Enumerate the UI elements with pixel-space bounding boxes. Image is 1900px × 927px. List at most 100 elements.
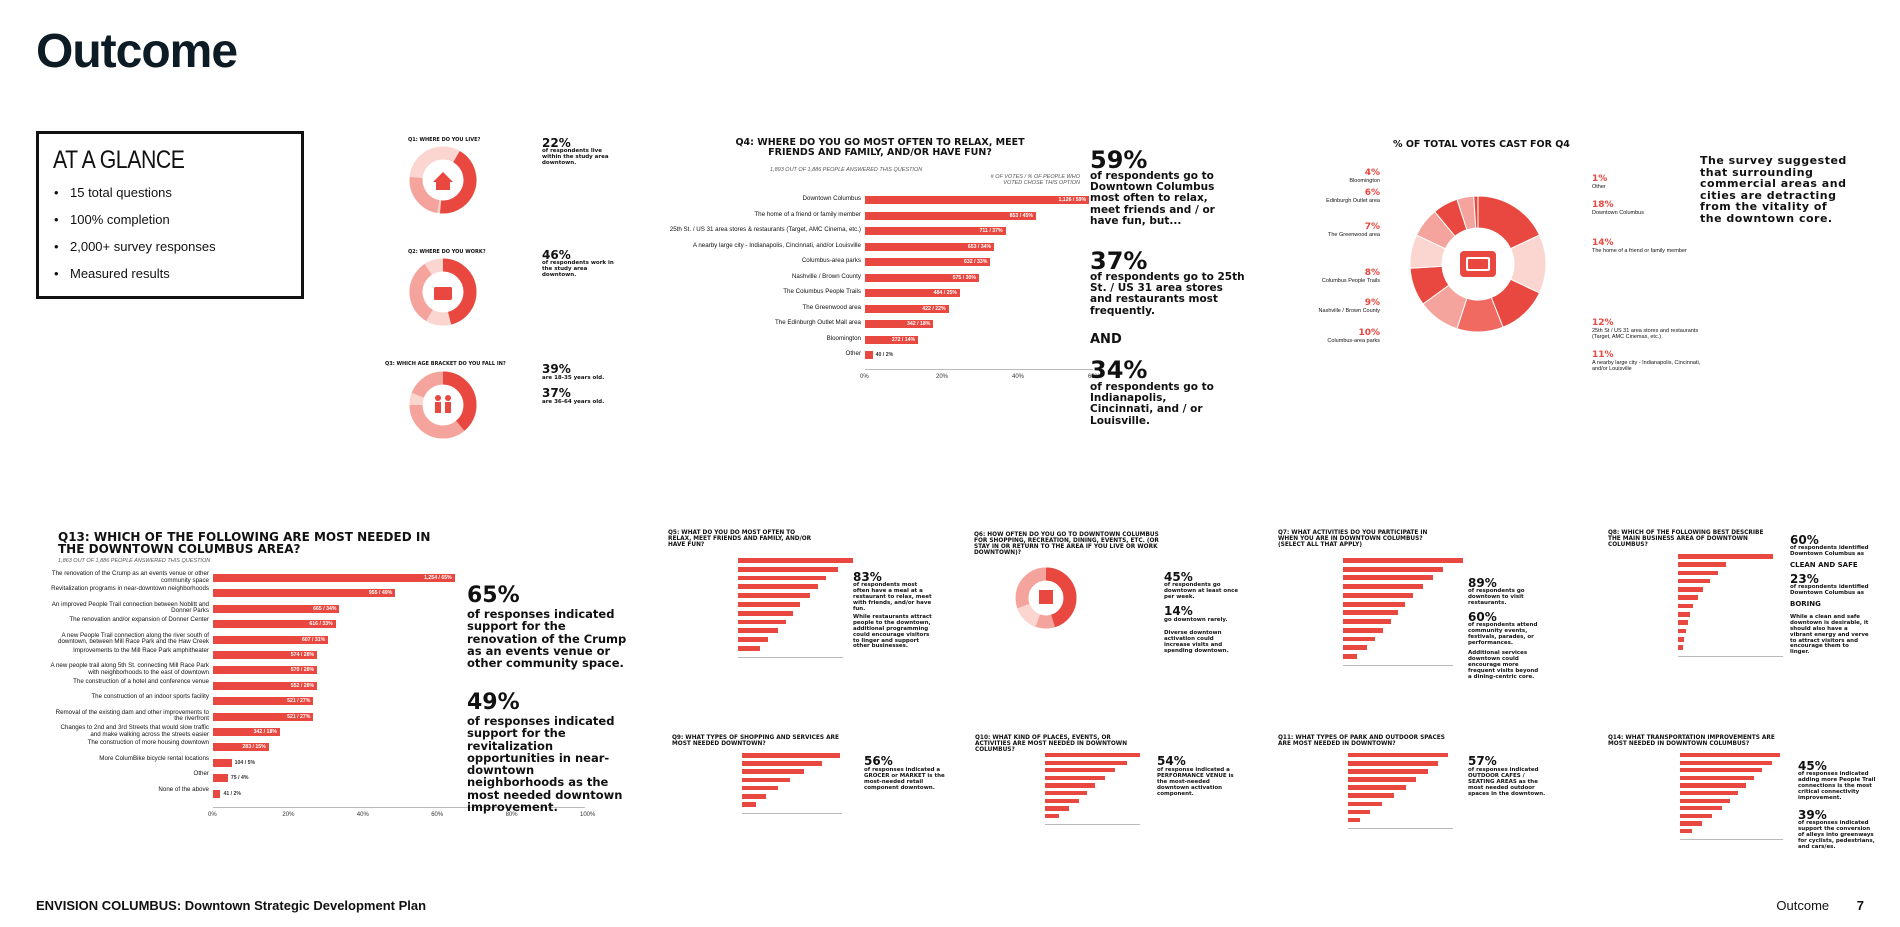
bar xyxy=(213,651,318,659)
mini-bar xyxy=(1045,813,1059,819)
mini-bar xyxy=(1343,601,1405,607)
mini-bar xyxy=(1680,821,1702,826)
donut-label-pct: 10% xyxy=(1358,328,1380,338)
q4-vote-donut xyxy=(1409,195,1547,333)
q2-title: Q2: WHERE DO YOU WORK? xyxy=(408,249,486,255)
donut-left-label: 4% Bloomington xyxy=(1349,168,1380,184)
q8-stat2-pct: 23% xyxy=(1790,572,1819,586)
donut-label-text: Downtown Columbus xyxy=(1592,210,1644,216)
mini-bar xyxy=(738,628,778,634)
donut-left-labels: 4% Bloomington 6% Edinburgh Outlet area 7% Th… xyxy=(1290,168,1380,344)
bar-label: None of the above xyxy=(158,785,209,793)
mini-bar xyxy=(1348,785,1406,790)
q9-panel: Q9: WHAT TYPES OF SHOPPING AND SERVICES … xyxy=(672,735,962,835)
donut-right-labels: 1% Other 18% Downtown Columbus 14% The home o… xyxy=(1592,174,1712,374)
mini-bar xyxy=(1348,793,1394,798)
mini-bar xyxy=(1680,775,1754,780)
bar-value-label: 75 / 4% xyxy=(230,775,249,782)
q13-subtitle: 1,863 OUT OF 1,886 PEOPLE ANSWERED THIS … xyxy=(58,558,211,564)
donut-left-label: 8% Columbus People Trails xyxy=(1322,268,1380,284)
mini-bar xyxy=(1343,610,1398,616)
donut-right-label: 18% Downtown Columbus xyxy=(1592,200,1702,216)
bar xyxy=(213,789,221,798)
bar-value-label: 342 / 18% xyxy=(907,321,931,327)
bar-label: A new People Trail connection along the … xyxy=(58,631,209,646)
q8-stat1-pct: 60% xyxy=(1790,533,1819,547)
mini-bar xyxy=(1678,636,1684,642)
q13-stat1-text: of responses indicated support for the r… xyxy=(467,607,627,671)
mini-bar xyxy=(1680,813,1712,818)
q1-stat-pct: 22% xyxy=(542,136,571,150)
bar xyxy=(865,289,960,297)
page-title: Outcome xyxy=(36,25,238,78)
bar-label: Other xyxy=(845,350,861,357)
mini-bar xyxy=(1348,753,1448,758)
glance-item: 100% completion xyxy=(53,212,287,227)
bar-value-label: 653 / 34% xyxy=(967,243,992,250)
donut-label-text: 25th St / US 31 area stores and restaura… xyxy=(1592,328,1699,341)
q4-bar-chart: Downtown Columbus 1,126 / 59% The home of … xyxy=(660,195,1100,379)
donut-label-pct: 8% xyxy=(1364,268,1380,278)
q5-panel: Q5: WHAT DO YOU DO MOST OFTEN TO RELAX, … xyxy=(668,530,958,670)
q3-donut xyxy=(409,371,477,439)
q13-stat2-text: of responses indicated support for the r… xyxy=(467,714,623,815)
q10-bars xyxy=(975,753,1145,833)
at-a-glance-title: AT A GLANCE xyxy=(53,146,185,174)
mini-bar xyxy=(1045,791,1087,796)
q9-bars xyxy=(672,753,847,823)
q13-stat2: 49% xyxy=(467,690,520,715)
mini-bar xyxy=(1348,777,1416,782)
bar-value-label: 40 / 2% xyxy=(875,352,894,358)
mini-bar xyxy=(1343,654,1357,659)
q14-panel: Q14: WHAT TRANSPORTATION IMPROVEMENTS AR… xyxy=(1608,735,1900,855)
mini-axis xyxy=(742,812,842,814)
bar-value-label: 853 / 45% xyxy=(1009,212,1033,219)
bar-value-label: 665 / 34% xyxy=(313,605,337,612)
bar-value-label: 272 / 14% xyxy=(891,336,916,343)
q6-donut xyxy=(1015,567,1077,629)
bar-label: Columbus-area parks xyxy=(801,257,861,264)
donut-label-text: The home of a friend or family member xyxy=(1592,248,1687,254)
mini-bar xyxy=(1680,760,1772,765)
x-axis xyxy=(865,368,1093,370)
q8-note: While a clean and safe downtown is desir… xyxy=(1790,614,1869,656)
bar xyxy=(865,227,1006,235)
mini-bar xyxy=(1678,570,1718,576)
q13-stat1: 65% xyxy=(467,583,627,608)
q7-stat1-text: of respondents go downtown to visit rest… xyxy=(1468,588,1525,606)
q11-title: Q11: WHAT TYPES OF PARK AND OUTDOOR SPAC… xyxy=(1278,735,1445,748)
q2-stat-text: of respondents work in the study area do… xyxy=(542,260,614,278)
q13-bar-chart: The renovation of the Crump as an events… xyxy=(40,570,600,820)
bar xyxy=(213,604,340,613)
mini-bar xyxy=(742,761,822,766)
q11-stat-pct: 57% xyxy=(1468,754,1497,768)
bar xyxy=(213,728,280,736)
mini-bar xyxy=(742,794,766,799)
bar-value-label: 570 / 28% xyxy=(290,667,315,674)
mini-bar xyxy=(738,646,760,651)
q1-donut xyxy=(409,146,477,214)
footer-page-number: 7 xyxy=(1856,898,1864,913)
x-tick-label: 0% xyxy=(860,373,869,380)
bar-label: Bloomington xyxy=(826,334,861,342)
mini-bar xyxy=(1678,612,1690,617)
q6-note: Diverse downtown activation could increa… xyxy=(1164,630,1229,654)
q10-panel: Q10: WHAT KIND OF PLACES, EVENTS, OR ACT… xyxy=(975,735,1265,835)
mini-bar xyxy=(742,753,840,758)
q14-stat2-text: of responses indicated support the conve… xyxy=(1798,820,1875,850)
bar-label: Improvements to the Mill Race Park amphi… xyxy=(73,647,209,654)
bar-label: The construction of a hotel and conferen… xyxy=(73,677,209,685)
mini-bar xyxy=(1678,587,1703,592)
calendar-icon xyxy=(1039,590,1053,604)
mini-bar xyxy=(1343,592,1413,598)
mini-bar xyxy=(1348,817,1360,823)
bar-value-label: 1,254 / 65% xyxy=(424,575,452,581)
mini-bar xyxy=(1343,619,1391,624)
mini-bar xyxy=(1680,806,1722,811)
x-tick-label: 20% xyxy=(282,812,295,818)
q4-stat3-text: of respondents go to Indianapolis, Cinci… xyxy=(1090,381,1214,427)
bar-label: Changes to 2nd and 3rd Streets that woul… xyxy=(60,724,209,738)
q8-title: Q8: WHICH OF THE FOLLOWING BEST DESCRIBE… xyxy=(1608,530,1764,549)
donut-label-pct: 6% xyxy=(1364,188,1380,198)
donut-right-label: 1% Other xyxy=(1592,174,1702,190)
